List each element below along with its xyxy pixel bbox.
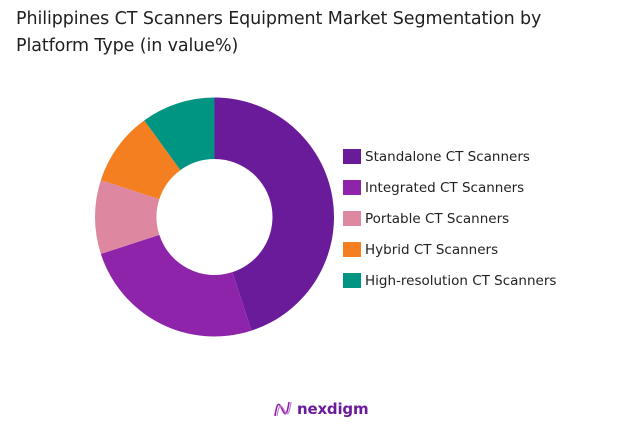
legend-item-hybrid: Hybrid CT Scanners <box>343 234 556 265</box>
donut-slice-portable-ct-scanners <box>95 180 160 254</box>
legend-item-portable: Portable CT Scanners <box>343 203 556 234</box>
legend-swatch <box>343 211 361 226</box>
legend-label: Hybrid CT Scanners <box>365 241 499 258</box>
legend-label: High-resolution CT Scanners <box>365 272 557 289</box>
legend-swatch <box>343 242 361 257</box>
legend-swatch <box>343 149 361 164</box>
chart-title: Philippines CT Scanners Equipment Market… <box>16 9 542 56</box>
donut-slice-high-resolution-ct-scanners <box>144 97 215 171</box>
legend-item-standalone: Standalone CT Scanners <box>343 141 556 172</box>
legend-swatch <box>343 180 361 195</box>
brand-logo: nexdigm <box>273 400 369 418</box>
donut-slice-integrated-ct-scanners <box>100 234 252 337</box>
legend-label: Portable CT Scanners <box>365 210 510 227</box>
legend: Standalone CT Scanners Integrated CT Sca… <box>343 141 556 296</box>
donut-slice-standalone-ct-scanners <box>214 97 334 331</box>
nexdigm-wave-logo-icon <box>274 401 292 417</box>
legend-item-high-resolution: High-resolution CT Scanners <box>343 265 556 296</box>
donut-slice-hybrid-ct-scanners <box>100 120 181 200</box>
brand-name: nexdigm <box>297 400 369 418</box>
legend-label: Integrated CT Scanners <box>365 179 525 196</box>
legend-item-integrated: Integrated CT Scanners <box>343 172 556 203</box>
legend-swatch <box>343 273 361 288</box>
donut-slices <box>95 97 334 337</box>
legend-label: Standalone CT Scanners <box>365 148 530 165</box>
